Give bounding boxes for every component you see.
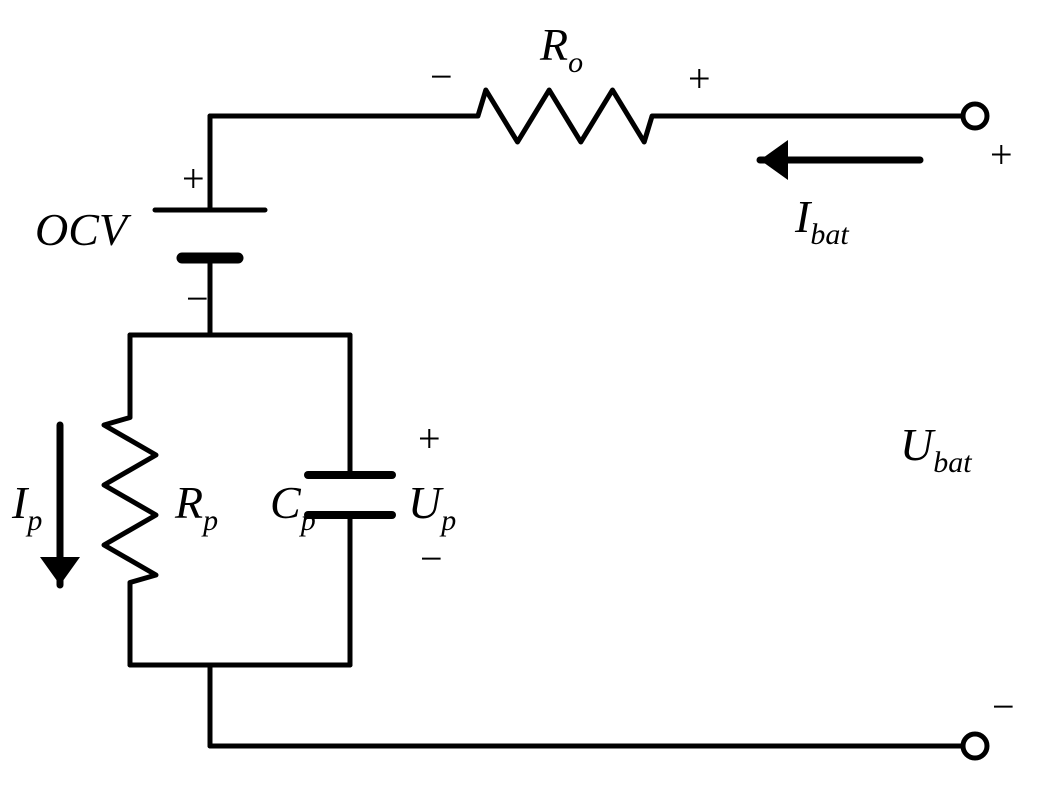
resistor-ro: [470, 90, 660, 142]
I_bat: Ibat: [794, 191, 849, 251]
Up_minus: −: [420, 536, 443, 581]
U_bat: Ubat: [900, 419, 972, 479]
Up_plus: +: [418, 416, 441, 461]
svg-text:Cp: Cp: [270, 477, 316, 537]
svg-text:OCV: OCV: [35, 204, 132, 255]
OCV: OCV: [35, 204, 132, 255]
arrow-ibat-head: [760, 140, 788, 180]
term_plus: +: [990, 132, 1013, 177]
U_p: Up: [408, 477, 456, 537]
terminal-top: [963, 104, 987, 128]
Ro_minus: −: [430, 54, 453, 99]
R_p: Rp: [174, 477, 218, 537]
Ro_plus: +: [688, 56, 711, 101]
R_o: Ro: [539, 19, 583, 79]
ocv_minus: −: [186, 276, 209, 321]
C_p: Cp: [270, 477, 316, 537]
resistor-rp: [104, 410, 156, 590]
I_p: Ip: [11, 477, 42, 537]
svg-text:Ibat: Ibat: [794, 191, 849, 251]
svg-text:Up: Up: [408, 477, 456, 537]
arrow-ip-head: [40, 557, 80, 585]
svg-text:Ip: Ip: [11, 477, 42, 537]
svg-text:Ubat: Ubat: [900, 419, 972, 479]
term_minus: −: [992, 684, 1015, 729]
svg-text:Rp: Rp: [174, 477, 218, 537]
ocv_plus: +: [182, 156, 205, 201]
terminal-bottom: [963, 734, 987, 758]
svg-text:Ro: Ro: [539, 19, 583, 79]
